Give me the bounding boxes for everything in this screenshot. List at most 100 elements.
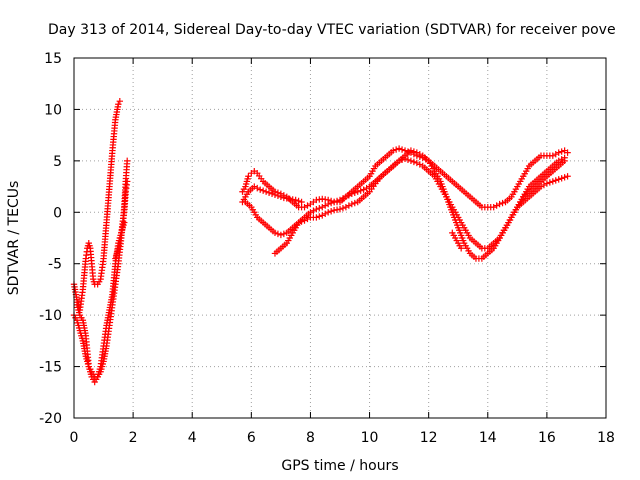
data-point [324, 200, 332, 208]
data-point [457, 245, 465, 252]
series-track-e [239, 145, 571, 211]
series-track-h [239, 183, 305, 206]
data-point [301, 203, 308, 211]
data-point [363, 184, 370, 192]
series-track-i [449, 229, 465, 252]
data-point [324, 209, 332, 216]
data-point [561, 157, 568, 165]
x-tick-label: 8 [306, 430, 315, 446]
data-point [298, 198, 305, 206]
y-tick-label: 5 [53, 154, 62, 170]
data-point [265, 189, 273, 196]
data-point [558, 175, 565, 182]
data-point [257, 186, 264, 193]
data-point [259, 187, 267, 194]
data-point [319, 212, 326, 219]
x-tick-label: 14 [479, 430, 497, 446]
data-point [316, 213, 323, 220]
data-point [348, 190, 356, 197]
y-tick-label: -5 [48, 257, 62, 273]
data-point [274, 230, 282, 238]
grid-layer [74, 58, 606, 418]
tick-layer: 0 2 4 6 8 10 12 14 16 18 -20 -15 -10 -5 0 5 10 15 [39, 51, 615, 446]
x-tick-label: 16 [538, 430, 556, 446]
data-point [304, 202, 311, 209]
data-point [351, 189, 358, 196]
data-point [115, 101, 122, 108]
x-tick-label: 18 [597, 430, 615, 446]
data-point [339, 204, 347, 212]
data-point [280, 230, 288, 238]
series-track-c [73, 219, 128, 381]
data-point [274, 192, 282, 200]
x-tick-label: 10 [361, 430, 379, 446]
data-point [552, 150, 559, 158]
data-point [345, 202, 353, 209]
data-point [493, 202, 500, 209]
y-tick-label: 10 [44, 102, 62, 118]
data-point [348, 200, 356, 208]
data-point [313, 214, 320, 221]
data-point [413, 149, 421, 156]
data-point [398, 146, 406, 153]
data-point [327, 208, 335, 215]
series-track-g [271, 147, 568, 262]
x-tick-label: 2 [129, 430, 138, 446]
data-point [549, 152, 556, 159]
data-point [336, 206, 344, 213]
series-track-j [514, 173, 571, 211]
data-point [410, 148, 418, 155]
data-point [277, 231, 285, 239]
x-tick-label: 6 [247, 430, 256, 446]
y-tick-label: -20 [39, 411, 62, 427]
data-point [245, 173, 252, 180]
data-point [342, 203, 350, 211]
data-point [124, 157, 131, 165]
data-point [490, 203, 497, 211]
data-point [322, 202, 329, 209]
y-axis-label: SDTVAR / TECUs [6, 181, 22, 296]
data-point [392, 146, 400, 153]
data-point [330, 198, 338, 206]
data-point [549, 178, 556, 185]
data-point [499, 199, 506, 207]
y-tick-label: 15 [44, 51, 62, 67]
series-track-b [70, 157, 131, 386]
data-point [395, 145, 403, 152]
points-layer [70, 98, 571, 386]
data-point [416, 161, 423, 168]
data-point [496, 200, 503, 208]
x-tick-label: 12 [420, 430, 438, 446]
data-point [271, 229, 279, 237]
data-point [558, 148, 565, 155]
data-point [546, 179, 554, 186]
x-tick-label: 0 [70, 430, 79, 446]
data-point [407, 147, 415, 154]
data-point [555, 149, 562, 156]
chart-title: Day 313 of 2014, Sidereal Day-to-day VTE… [48, 22, 616, 38]
data-point [404, 156, 412, 164]
y-tick-label: -15 [39, 360, 62, 376]
data-point [268, 190, 276, 197]
data-point [262, 188, 270, 195]
series-track-d [112, 178, 131, 262]
data-point [564, 173, 571, 180]
x-axis-label: GPS time / hours [281, 458, 398, 474]
data-point [360, 186, 367, 193]
data-point [295, 197, 302, 205]
data-point [354, 188, 361, 195]
series-track-a [70, 98, 124, 314]
data-point [558, 156, 565, 163]
data-point [271, 191, 279, 198]
plot-frame [73, 57, 607, 419]
data-point [410, 158, 418, 166]
data-point [552, 177, 559, 184]
data-point [310, 207, 317, 214]
data-point [124, 178, 131, 185]
data-point [319, 203, 326, 211]
y-tick-label: -10 [39, 308, 62, 324]
data-point [322, 210, 329, 218]
data-point [390, 147, 397, 154]
x-tick-label: 4 [188, 430, 197, 446]
